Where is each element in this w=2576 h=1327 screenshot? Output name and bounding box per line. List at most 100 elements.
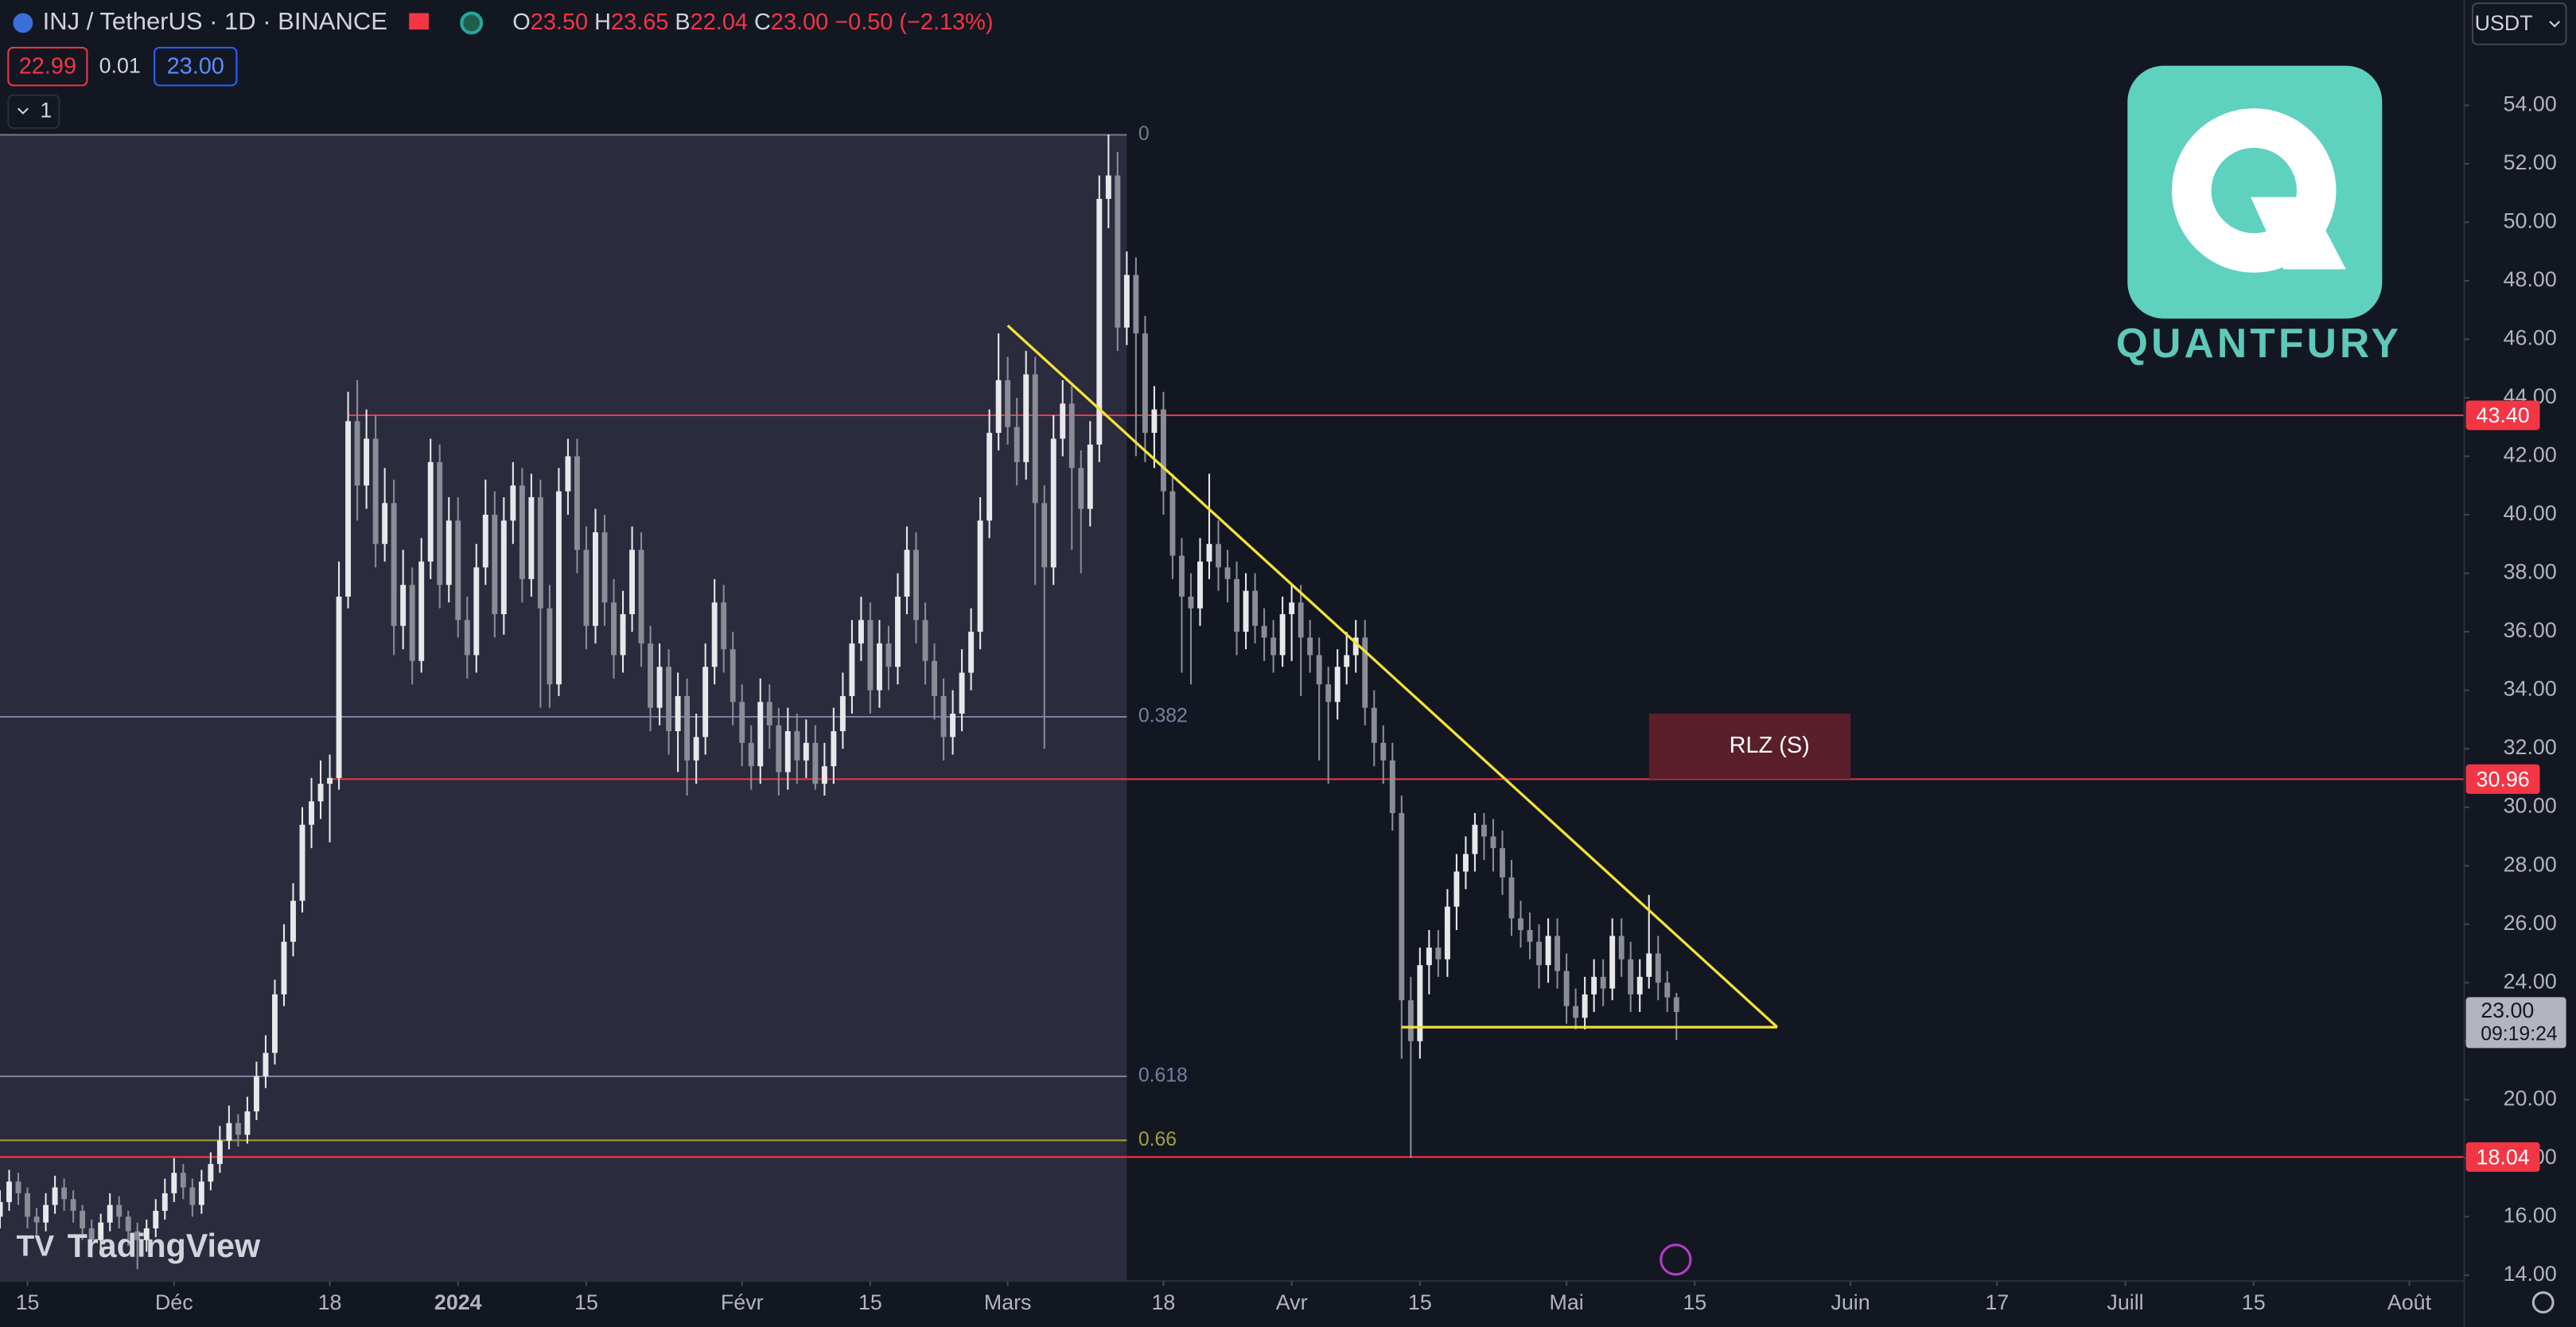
candle-body — [1169, 491, 1176, 556]
indicators-toggle[interactable] — [7, 94, 60, 130]
bid-box[interactable] — [7, 46, 88, 87]
candle-body — [839, 695, 846, 732]
zone-label: RLZ (S) — [1730, 733, 1810, 758]
settings-icon[interactable] — [2531, 1291, 2555, 1313]
candle-body — [675, 695, 681, 732]
candle-body — [1179, 555, 1185, 597]
candle-body — [812, 742, 819, 784]
y-tick-label: 52.00 — [2504, 150, 2557, 174]
x-tick-label: Juill — [2107, 1290, 2143, 1314]
candle-body — [1600, 976, 1606, 989]
candle-body — [959, 672, 965, 714]
logo-q — [2171, 108, 2337, 273]
candle-body — [1279, 614, 1286, 656]
candle-body — [500, 520, 507, 615]
candle-body — [1078, 468, 1084, 509]
y-tick-label: 40.00 — [2504, 501, 2557, 525]
candle-body — [922, 620, 928, 661]
candle-body — [1344, 655, 1350, 667]
candle-body — [1417, 965, 1423, 1041]
ohlc-value: 23.65 — [611, 10, 668, 35]
ohlc-value: 22.04 — [691, 10, 748, 35]
candle-body — [1050, 438, 1056, 568]
candle-body — [803, 742, 809, 761]
candle-body — [43, 1204, 49, 1223]
candle-body — [327, 777, 333, 784]
symbol-icon — [13, 13, 33, 33]
candle-body — [171, 1173, 177, 1193]
candle-body — [1142, 333, 1148, 434]
candle-body — [1362, 637, 1368, 708]
candle-body — [1636, 976, 1643, 994]
ask-box[interactable] — [154, 46, 238, 87]
candle-body — [482, 515, 488, 568]
candle-body — [427, 461, 434, 562]
candle-body — [1216, 543, 1221, 568]
candle-body — [15, 1181, 21, 1193]
candle-body — [1435, 948, 1442, 959]
events-icon[interactable] — [1660, 1243, 1692, 1276]
candle-body — [1032, 374, 1038, 504]
candle-body — [180, 1173, 186, 1188]
candle-body — [409, 585, 415, 661]
candle-body — [968, 632, 975, 673]
y-tick-label: 48.00 — [2504, 267, 2557, 291]
candle-body — [555, 491, 562, 685]
candle-body — [299, 824, 305, 901]
candle-body — [216, 1140, 223, 1165]
broker-name: QUANTFURY — [2116, 320, 2402, 366]
plot-area: 0 0.382 0.618 0.66 RLZ (S) — [0, 123, 2465, 1282]
candle-body — [629, 550, 636, 615]
x-tick-label: Mai — [1549, 1290, 1583, 1314]
candle-body — [208, 1164, 214, 1182]
candle-body — [1096, 198, 1103, 445]
y-tick-label: 30.00 — [2504, 794, 2557, 818]
broker-logo — [2127, 65, 2383, 319]
candle-body — [1270, 637, 1277, 656]
candle-body — [153, 1210, 159, 1229]
candle-body — [1628, 959, 1634, 994]
candle-body — [1462, 854, 1469, 872]
candle-body — [1518, 918, 1523, 931]
candle-body — [1133, 274, 1139, 334]
candle-body — [464, 620, 470, 656]
level-tag — [2465, 764, 2540, 794]
candle-body — [33, 1216, 40, 1223]
candle-body — [52, 1187, 58, 1205]
x-tick-label: Août — [2387, 1290, 2432, 1314]
x-tick-label: Mars — [984, 1290, 1032, 1314]
candle-body — [1573, 1006, 1579, 1018]
candle-body — [940, 695, 947, 737]
candle-body — [757, 702, 764, 767]
platform-name: TradingView — [68, 1228, 261, 1264]
dropdown-icon — [2549, 21, 2561, 28]
symbol-title: INJ / TetherUS · 1D · BINANCE — [43, 7, 387, 35]
candle-body — [519, 485, 525, 579]
candle-body — [1472, 824, 1478, 854]
x-tick-label: 18 — [318, 1290, 342, 1314]
candle-body — [574, 456, 580, 551]
candle-body — [134, 1231, 141, 1240]
x-tick-label: Déc — [155, 1290, 193, 1314]
candle-body — [730, 649, 736, 702]
candle-body — [1307, 637, 1313, 656]
candle-body — [656, 667, 663, 708]
fib-label: 0.66 — [1138, 1129, 1177, 1150]
change: −0.50 (−2.13%) — [835, 10, 993, 35]
candle-body — [189, 1187, 196, 1205]
y-tick-label: 26.00 — [2504, 911, 2557, 935]
candle-body — [721, 602, 727, 650]
candle-body — [1014, 426, 1020, 462]
currency-select[interactable] — [2471, 2, 2567, 45]
candle-body — [1325, 684, 1332, 702]
candle-body — [739, 702, 745, 743]
candle-body — [784, 731, 791, 772]
candle-body — [858, 620, 864, 644]
x-tick-label: 18 — [1152, 1290, 1176, 1314]
flag-icon[interactable] — [409, 13, 429, 30]
candle-body — [70, 1199, 76, 1211]
candle-body — [317, 784, 324, 802]
level-label: 30.96 — [2477, 768, 2530, 792]
candle-body — [25, 1193, 31, 1217]
